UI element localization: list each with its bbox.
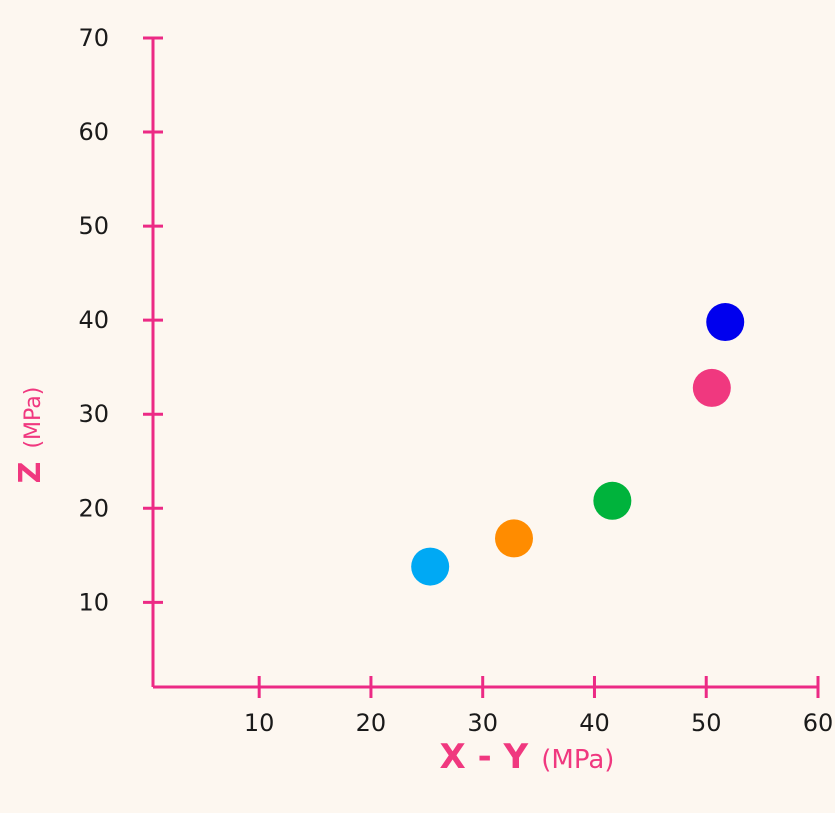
y-tick-label: 30 bbox=[78, 400, 109, 428]
x-tick-label: 40 bbox=[579, 709, 610, 737]
data-point bbox=[411, 547, 450, 586]
data-point bbox=[706, 303, 745, 342]
y-tick-label: 60 bbox=[78, 118, 109, 146]
data-point bbox=[593, 481, 632, 520]
x-tick-label: 20 bbox=[356, 709, 387, 737]
data-points bbox=[411, 303, 745, 586]
x-tick-label: 50 bbox=[691, 709, 722, 737]
x-axis-title: X - Y (MPa) bbox=[440, 737, 615, 777]
y-tick-label: 40 bbox=[78, 306, 109, 334]
y-axis-title-unit: (MPa) bbox=[21, 387, 46, 449]
x-tick-label: 10 bbox=[244, 709, 275, 737]
x-axis-title-unit: (MPa) bbox=[541, 745, 614, 775]
x-tick-label: 30 bbox=[467, 709, 498, 737]
x-tick-label: 60 bbox=[803, 709, 834, 737]
x-axis-title-main: X - Y bbox=[440, 737, 529, 777]
data-point bbox=[495, 519, 533, 558]
y-tick-label: 50 bbox=[78, 212, 109, 240]
y-tick-label: 70 bbox=[78, 24, 109, 52]
axes: 10 20 30 40 50 60 10 20 30 40 50 60 70 bbox=[78, 24, 833, 737]
y-tick-label: 10 bbox=[78, 588, 109, 616]
data-point bbox=[692, 368, 731, 407]
y-axis-title: Z (MPa) bbox=[13, 387, 48, 484]
y-tick-label: 20 bbox=[78, 494, 109, 522]
y-axis-title-main: Z bbox=[13, 462, 48, 484]
